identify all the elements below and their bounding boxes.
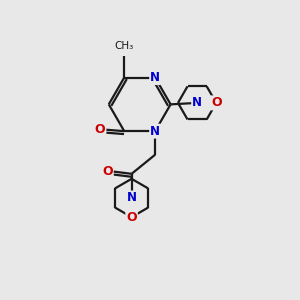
- Text: N: N: [150, 124, 160, 138]
- Text: N: N: [192, 96, 202, 110]
- Text: N: N: [150, 71, 160, 84]
- Text: O: O: [126, 211, 137, 224]
- Text: CH₃: CH₃: [115, 41, 134, 51]
- Text: O: O: [211, 96, 222, 110]
- Text: O: O: [95, 123, 105, 136]
- Text: N: N: [127, 191, 136, 205]
- Text: O: O: [102, 165, 113, 178]
